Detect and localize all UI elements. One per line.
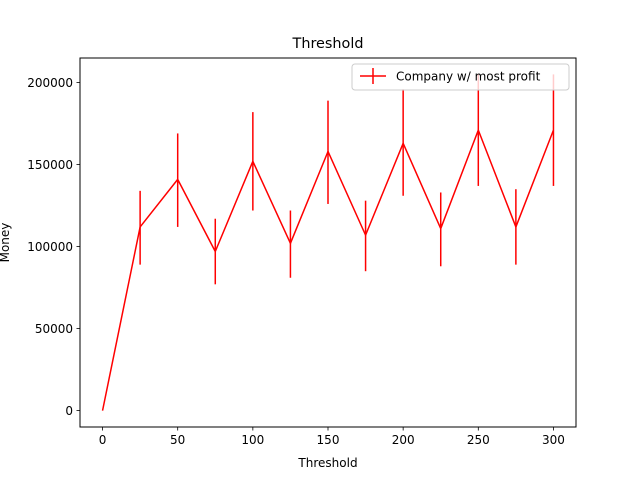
y-tick-label: 50000 — [35, 322, 73, 336]
y-tick-label: 0 — [65, 404, 73, 418]
y-tick-label: 200000 — [27, 76, 73, 90]
y-tick-label: 150000 — [27, 158, 73, 172]
x-tick-label: 150 — [317, 433, 340, 447]
chart-title: Threshold — [292, 36, 364, 52]
y-tick-label: 100000 — [27, 240, 73, 254]
legend: Company w/ most profit — [351, 63, 570, 91]
x-tick-label: 300 — [542, 433, 565, 447]
x-tick-label: 250 — [467, 433, 490, 447]
x-axis-label: Threshold — [297, 456, 357, 470]
x-tick-label: 100 — [241, 433, 264, 447]
x-axis: 0 50 100 150 200 250 300 — [99, 427, 565, 447]
plot-area — [101, 74, 555, 411]
x-tick-label: 200 — [392, 433, 415, 447]
x-tick-label: 50 — [170, 433, 185, 447]
x-tick-label: 0 — [99, 433, 107, 447]
y-axis-label: Money — [0, 223, 12, 263]
legend-label: Company w/ most profit — [396, 70, 541, 84]
legend-box — [351, 63, 570, 91]
y-axis: 0 50000 100000 150000 200000 — [27, 76, 80, 418]
